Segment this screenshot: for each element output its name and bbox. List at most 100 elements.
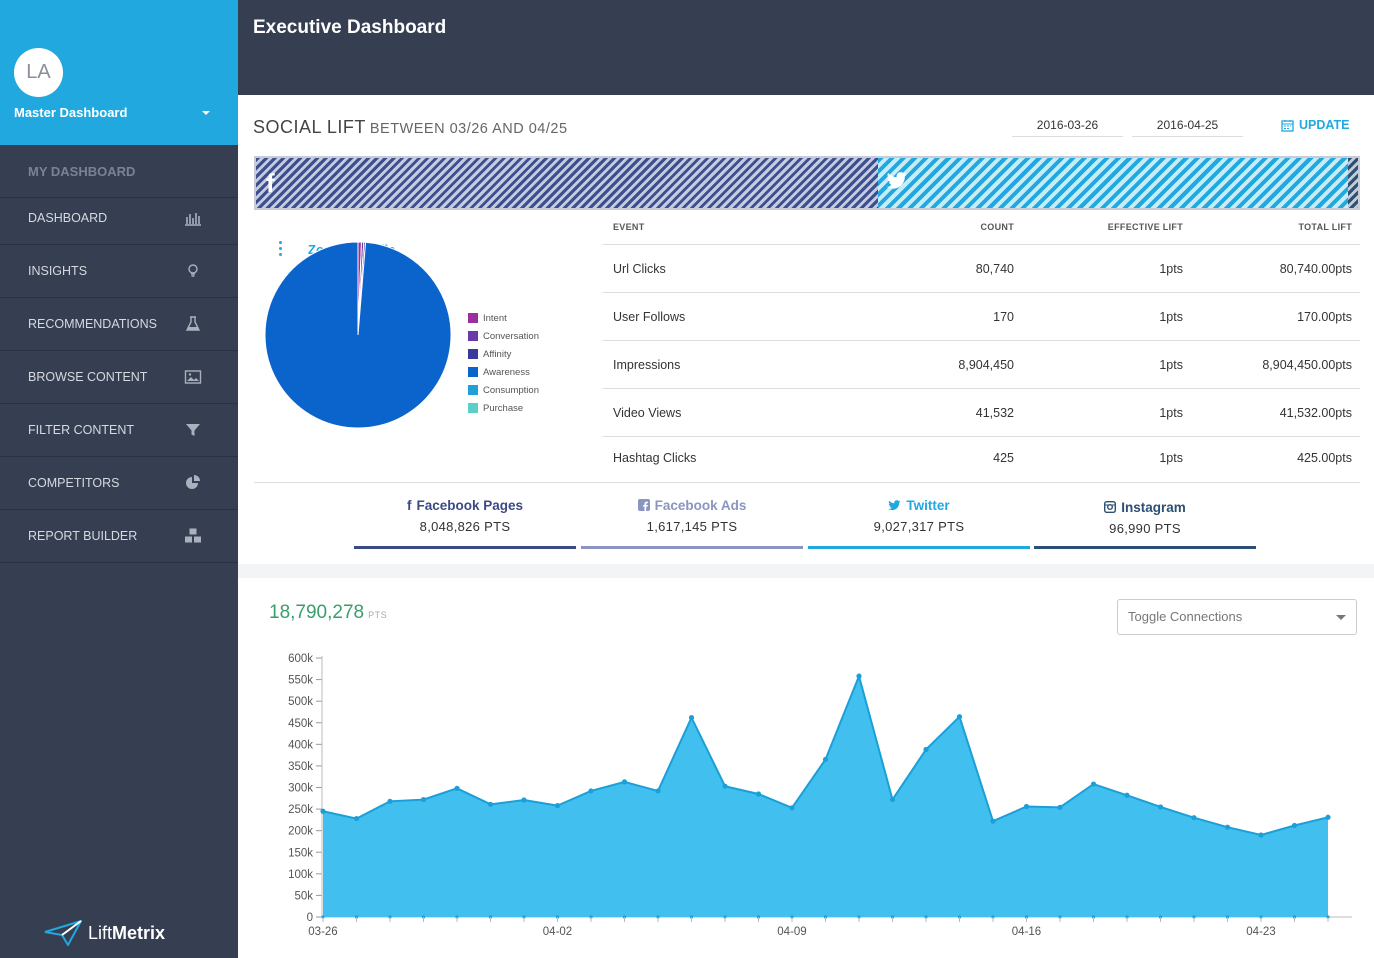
sidebar-section-label: MY DASHBOARD: [28, 163, 136, 179]
data-point[interactable]: [454, 785, 460, 791]
pie-slice-awareness[interactable]: [264, 241, 452, 429]
data-point[interactable]: [588, 788, 594, 794]
lift-bar-facebook-segment[interactable]: f: [256, 158, 878, 208]
sidebar-item-recommendations[interactable]: RECOMMENDATIONS: [0, 298, 238, 351]
network-value: 1,617,145 PTS: [646, 519, 738, 534]
table-row: Hashtag Clicks 425 1pts 425.00pts: [603, 437, 1360, 479]
social-lift-title: SOCIAL LIFT BETWEEN 03/26 AND 04/25: [253, 117, 568, 137]
y-tick-label: 100k: [288, 869, 313, 881]
data-point[interactable]: [521, 797, 527, 803]
pie-legend: Intent Conversation Affinity Awareness C…: [468, 309, 539, 417]
paper-plane-icon: [44, 920, 82, 946]
lift-bar-instagram-segment[interactable]: [1348, 158, 1358, 208]
avatar[interactable]: LA: [14, 48, 63, 97]
cell-total-lift: 41,532.00pts: [1279, 405, 1352, 420]
header-effective-lift: EFFECTIVE LIFT: [1107, 222, 1183, 232]
update-button[interactable]: UPDATE: [1281, 118, 1349, 132]
sidebar-header: LA Master Dashboard: [0, 0, 238, 145]
data-point[interactable]: [487, 801, 494, 807]
sidebar-item-browse-content[interactable]: BROWSE CONTENT: [0, 351, 238, 404]
y-tick-label: 600k: [288, 653, 313, 665]
data-point[interactable]: [320, 808, 326, 814]
data-point[interactable]: [1258, 832, 1264, 838]
top-bar: Executive Dashboard: [238, 0, 1374, 95]
network-card-facebook-ads[interactable]: Facebook Ads 1,617,145 PTS: [581, 495, 803, 549]
sidebar-item-label: BROWSE CONTENT: [28, 370, 148, 384]
legend-item-intent[interactable]: Intent: [468, 309, 539, 327]
legend-item-conversation[interactable]: Conversation: [468, 327, 539, 345]
data-point[interactable]: [722, 783, 728, 789]
data-point[interactable]: [755, 791, 762, 797]
sidebar-item-competitors[interactable]: COMPETITORS: [0, 457, 238, 510]
data-point[interactable]: [621, 779, 628, 785]
y-tick-label: 50k: [294, 890, 313, 902]
data-point[interactable]: [889, 796, 896, 803]
x-tick-label: 04-09: [777, 926, 806, 938]
chevron-down-icon[interactable]: [202, 111, 210, 115]
legend-swatch: [468, 349, 478, 359]
data-point[interactable]: [1124, 792, 1130, 798]
data-point[interactable]: [353, 815, 360, 822]
legend-item-consumption[interactable]: Consumption: [468, 381, 539, 399]
sidebar-section-my-dashboard[interactable]: MY DASHBOARD: [0, 145, 238, 198]
data-point[interactable]: [1191, 815, 1197, 821]
y-tick-label: 200k: [288, 826, 313, 838]
table-row: Impressions 8,904,450 1pts 8,904,450.00p…: [603, 341, 1360, 389]
cell-effective-lift: 1pts: [1159, 261, 1183, 276]
sidebar-item-dashboard[interactable]: DASHBOARD: [0, 192, 238, 245]
data-point[interactable]: [554, 803, 561, 809]
network-name: Facebook Ads: [581, 495, 803, 515]
sidebar-item-insights[interactable]: INSIGHTS: [0, 245, 238, 298]
data-point[interactable]: [923, 746, 929, 753]
lift-bar-twitter-segment[interactable]: [877, 158, 1349, 208]
sidebar-item-label: INSIGHTS: [28, 264, 88, 278]
y-tick-label: 550k: [288, 675, 313, 687]
data-point[interactable]: [990, 818, 996, 824]
data-point[interactable]: [789, 805, 795, 811]
y-tick-label: 350k: [288, 761, 313, 773]
data-point[interactable]: [1090, 781, 1097, 787]
data-point[interactable]: [420, 796, 427, 803]
header-total-lift: TOTAL LIFT: [1298, 222, 1352, 232]
network-underline: [581, 546, 803, 549]
legend-swatch: [468, 331, 478, 341]
legend-item-affinity[interactable]: Affinity: [468, 345, 539, 363]
image-icon: [184, 370, 202, 384]
start-date-input[interactable]: 2016-03-26: [1012, 115, 1123, 137]
network-card-twitter[interactable]: Twitter 9,027,317 PTS: [808, 495, 1030, 549]
more-options-icon[interactable]: [279, 241, 283, 259]
cell-event: Impressions: [613, 357, 681, 372]
data-point[interactable]: [956, 714, 963, 720]
cell-count: 80,740: [975, 261, 1014, 276]
social-lift-subtitle: BETWEEN 03/26 AND 04/25: [369, 121, 568, 137]
network-card-facebook-pages[interactable]: f Facebook Pages 8,048,826 PTS: [354, 495, 576, 549]
cell-effective-lift: 1pts: [1159, 357, 1183, 372]
table-row: Video Views 41,532 1pts 41,532.00pts: [603, 389, 1360, 437]
data-point[interactable]: [387, 798, 393, 804]
network-card-instagram[interactable]: Instagram 96,990 PTS: [1034, 495, 1256, 549]
sidebar-item-report-builder[interactable]: REPORT BUILDER: [0, 510, 238, 563]
data-point[interactable]: [655, 788, 661, 794]
area-fill: [323, 676, 1328, 917]
legend-swatch: [468, 385, 478, 395]
data-point[interactable]: [688, 714, 695, 721]
data-point[interactable]: [856, 673, 862, 679]
bar-chart-icon: [185, 213, 201, 226]
data-point[interactable]: [1325, 814, 1331, 820]
end-date-input[interactable]: 2016-04-25: [1132, 115, 1243, 137]
data-point[interactable]: [1157, 804, 1164, 810]
master-dashboard-selector[interactable]: Master Dashboard: [14, 105, 128, 120]
logo-text: LiftMetrix: [88, 922, 166, 943]
legend-item-awareness[interactable]: Awareness: [468, 363, 539, 381]
data-point[interactable]: [1224, 824, 1231, 830]
toggle-connections-select[interactable]: Toggle Connections: [1117, 599, 1357, 635]
data-point[interactable]: [1057, 804, 1063, 810]
twitter-icon: [888, 499, 901, 510]
legend-item-purchase[interactable]: Purchase: [468, 399, 539, 417]
network-value: 96,990 PTS: [1109, 521, 1181, 536]
sidebar-item-filter-content[interactable]: FILTER CONTENT: [0, 404, 238, 457]
data-point[interactable]: [822, 756, 829, 763]
data-point[interactable]: [1023, 803, 1030, 810]
data-point[interactable]: [1291, 822, 1298, 829]
y-tick-label: 150k: [288, 847, 313, 859]
